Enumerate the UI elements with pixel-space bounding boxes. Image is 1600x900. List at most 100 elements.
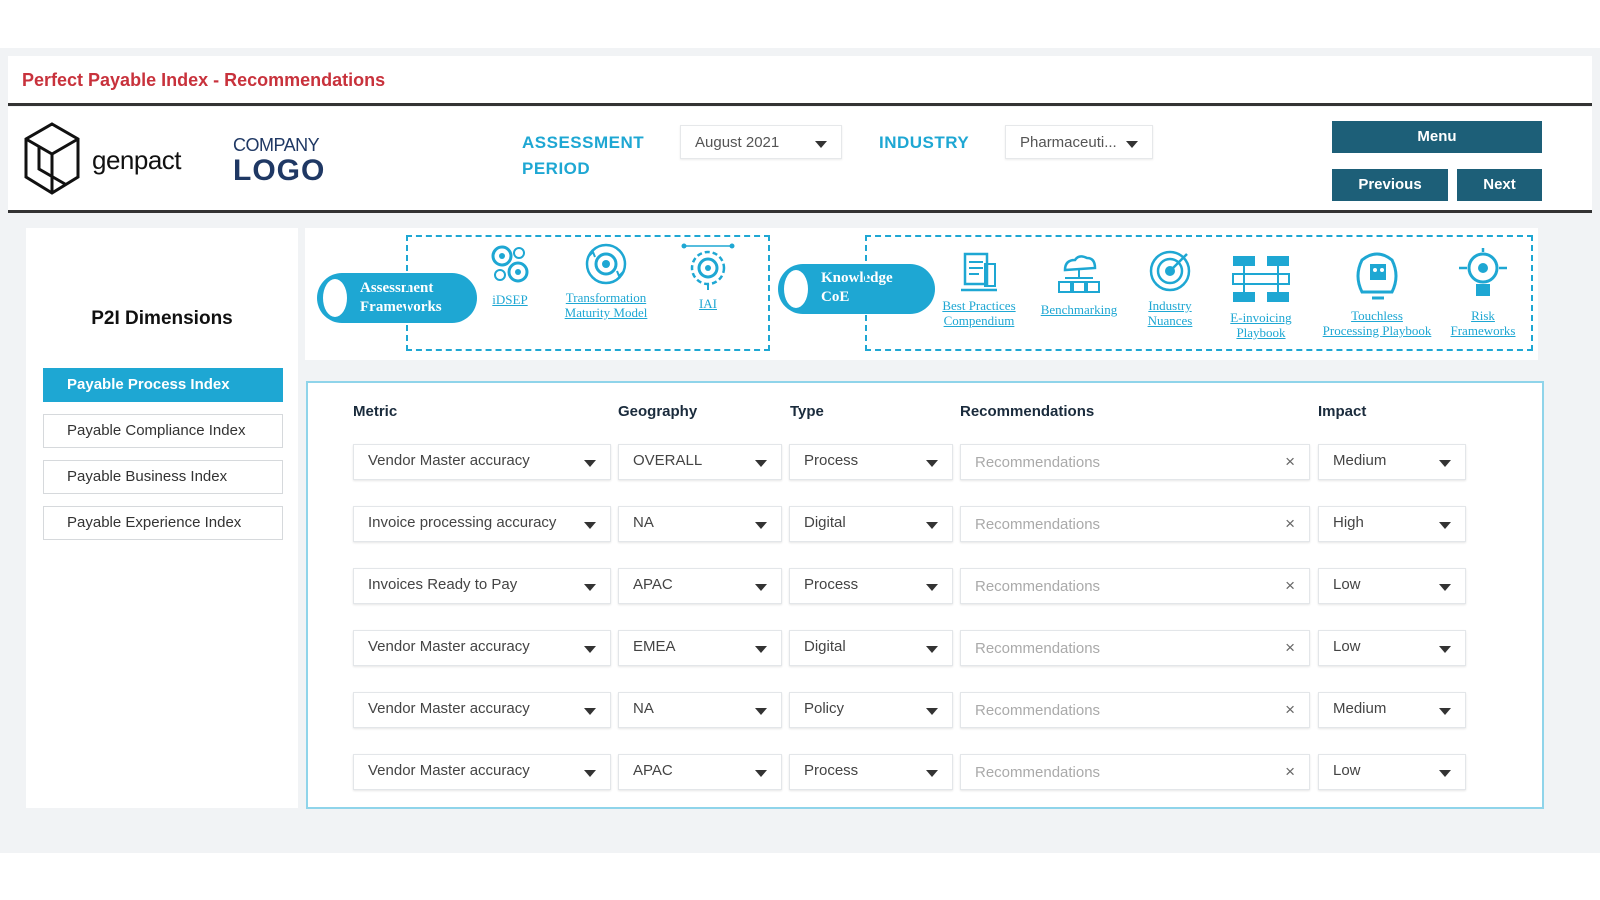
sidebar: P2I Dimensions Payable Process Index Pay…	[26, 228, 298, 808]
industry-select[interactable]: Pharmaceuti...	[1005, 125, 1153, 159]
tool-einvoicing-label-line2: Playbook	[1236, 325, 1286, 340]
assessment-pill-line1: Assessment	[360, 280, 434, 296]
metric-select[interactable]: Invoice processing accuracy	[353, 506, 611, 542]
chevron-down-icon	[926, 646, 938, 653]
recommendations-input[interactable]: Recommendations ×	[960, 444, 1310, 480]
tool-einvoicing-label-line1: E-invoicing	[1230, 310, 1292, 325]
tool-iai-label: IAI	[698, 296, 718, 311]
tool-touchless-processing-playbook[interactable]: Touchless Processing Playbook	[1315, 246, 1439, 338]
recommendations-input[interactable]: Recommendations ×	[960, 568, 1310, 604]
type-select[interactable]: Process	[789, 568, 953, 604]
metric-value: Vendor Master accuracy	[368, 700, 530, 717]
pill-knob	[782, 268, 810, 310]
frameworks-strip: Assessment Frameworks iDSEP T	[305, 228, 1538, 360]
next-button[interactable]: Next	[1457, 169, 1542, 201]
geography-select[interactable]: APAC	[618, 754, 782, 790]
assessment-frameworks-pill[interactable]: Assessment Frameworks	[317, 273, 477, 323]
clear-icon[interactable]: ×	[1285, 452, 1295, 471]
geography-value: OVERALL	[633, 452, 703, 469]
impact-select[interactable]: Low	[1318, 630, 1466, 666]
tool-iai[interactable]: IAI	[675, 242, 741, 311]
tool-e-invoicing-playbook[interactable]: E-invoicing Playbook	[1215, 252, 1307, 340]
previous-button[interactable]: Previous	[1332, 169, 1448, 201]
chevron-down-icon	[926, 522, 938, 529]
clear-icon[interactable]: ×	[1285, 514, 1295, 533]
cycle-gear-icon	[585, 243, 627, 285]
chevron-down-icon	[1439, 708, 1451, 715]
impact-select[interactable]: Medium	[1318, 692, 1466, 728]
chevron-down-icon	[1439, 646, 1451, 653]
assessment-tools-group	[406, 235, 770, 351]
metric-value: Vendor Master accuracy	[368, 452, 530, 469]
metric-select[interactable]: Vendor Master accuracy	[353, 630, 611, 666]
sidebar-item-payable-business-index[interactable]: Payable Business Index	[43, 460, 283, 494]
geography-select[interactable]: EMEA	[618, 630, 782, 666]
tool-tmm-label-line2: Maturity Model	[564, 305, 648, 320]
title-bar: Perfect Payable Index - Recommendations	[8, 56, 1592, 104]
assessment-period-value: August 2021	[695, 134, 780, 151]
impact-select[interactable]: Low	[1318, 568, 1466, 604]
type-value: Process	[804, 576, 859, 593]
recommendations-placeholder: Recommendations	[975, 454, 1101, 471]
type-select[interactable]: Process	[789, 754, 953, 790]
industry-label: INDUSTRY	[879, 133, 970, 152]
recommendations-input[interactable]: Recommendations ×	[960, 692, 1310, 728]
recommendations-placeholder: Recommendations	[975, 702, 1101, 719]
chevron-down-icon	[584, 460, 596, 467]
tool-transformation-maturity-model[interactable]: Transformation Maturity Model	[553, 242, 659, 320]
clear-icon[interactable]: ×	[1285, 700, 1295, 719]
genpact-logo-text: genpact	[92, 145, 182, 175]
tool-tmm-label-line1: Transformation	[565, 290, 647, 305]
clear-icon[interactable]: ×	[1285, 638, 1295, 657]
chevron-down-icon	[926, 770, 938, 777]
metric-value: Invoices Ready to Pay	[368, 576, 518, 593]
metric-select[interactable]: Vendor Master accuracy	[353, 692, 611, 728]
tool-best-practices-compendium[interactable]: Best Practices Compendium	[933, 250, 1025, 328]
metric-select[interactable]: Vendor Master accuracy	[353, 444, 611, 480]
impact-select[interactable]: Medium	[1318, 444, 1466, 480]
recommendations-placeholder: Recommendations	[975, 764, 1101, 781]
sidebar-item-payable-compliance-index[interactable]: Payable Compliance Index	[43, 414, 283, 448]
recommendations-placeholder: Recommendations	[975, 516, 1101, 533]
assessment-period-select[interactable]: August 2021	[680, 125, 842, 159]
type-select[interactable]: Digital	[789, 506, 953, 542]
geography-select[interactable]: NA	[618, 506, 782, 542]
geography-value: NA	[633, 700, 654, 717]
metric-select[interactable]: Invoices Ready to Pay	[353, 568, 611, 604]
clear-icon[interactable]: ×	[1285, 576, 1295, 595]
geography-select[interactable]: OVERALL	[618, 444, 782, 480]
geography-select[interactable]: APAC	[618, 568, 782, 604]
chevron-down-icon	[755, 646, 767, 653]
type-select[interactable]: Process	[789, 444, 953, 480]
type-select[interactable]: Digital	[789, 630, 953, 666]
impact-value: Low	[1333, 762, 1361, 779]
menu-button[interactable]: Menu	[1332, 121, 1542, 153]
clear-icon[interactable]: ×	[1285, 762, 1295, 781]
assessment-label-line1: ASSESSMENT	[522, 133, 645, 152]
impact-select[interactable]: High	[1318, 506, 1466, 542]
chevron-down-icon	[584, 584, 596, 591]
impact-select[interactable]: Low	[1318, 754, 1466, 790]
knowledge-coe-pill[interactable]: Knowledge CoE	[778, 264, 935, 314]
tool-risk-frameworks[interactable]: Risk Frameworks	[1445, 246, 1521, 338]
recommendations-input[interactable]: Recommendations ×	[960, 506, 1310, 542]
tool-risk-label-line2: Frameworks	[1450, 323, 1516, 338]
metric-select[interactable]: Vendor Master accuracy	[353, 754, 611, 790]
impact-value: Low	[1333, 638, 1361, 655]
tool-industry-nuances[interactable]: Industry Nuances	[1135, 248, 1205, 328]
recommendations-input[interactable]: Recommendations ×	[960, 754, 1310, 790]
geography-select[interactable]: NA	[618, 692, 782, 728]
tool-idsep[interactable]: iDSEP	[477, 242, 543, 307]
chevron-down-icon	[1439, 522, 1451, 529]
recommendations-input[interactable]: Recommendations ×	[960, 630, 1310, 666]
network-cloud-icon	[1058, 255, 1100, 293]
type-select[interactable]: Policy	[789, 692, 953, 728]
chevron-down-icon	[1439, 584, 1451, 591]
tool-benchmarking[interactable]: Benchmarking	[1031, 250, 1127, 317]
chevron-down-icon	[584, 522, 596, 529]
sidebar-item-payable-process-index[interactable]: Payable Process Index	[43, 368, 283, 402]
chevron-down-icon	[755, 708, 767, 715]
genpact-cube-icon	[24, 122, 80, 195]
robot-head-icon	[1356, 252, 1398, 300]
sidebar-item-payable-experience-index[interactable]: Payable Experience Index	[43, 506, 283, 540]
